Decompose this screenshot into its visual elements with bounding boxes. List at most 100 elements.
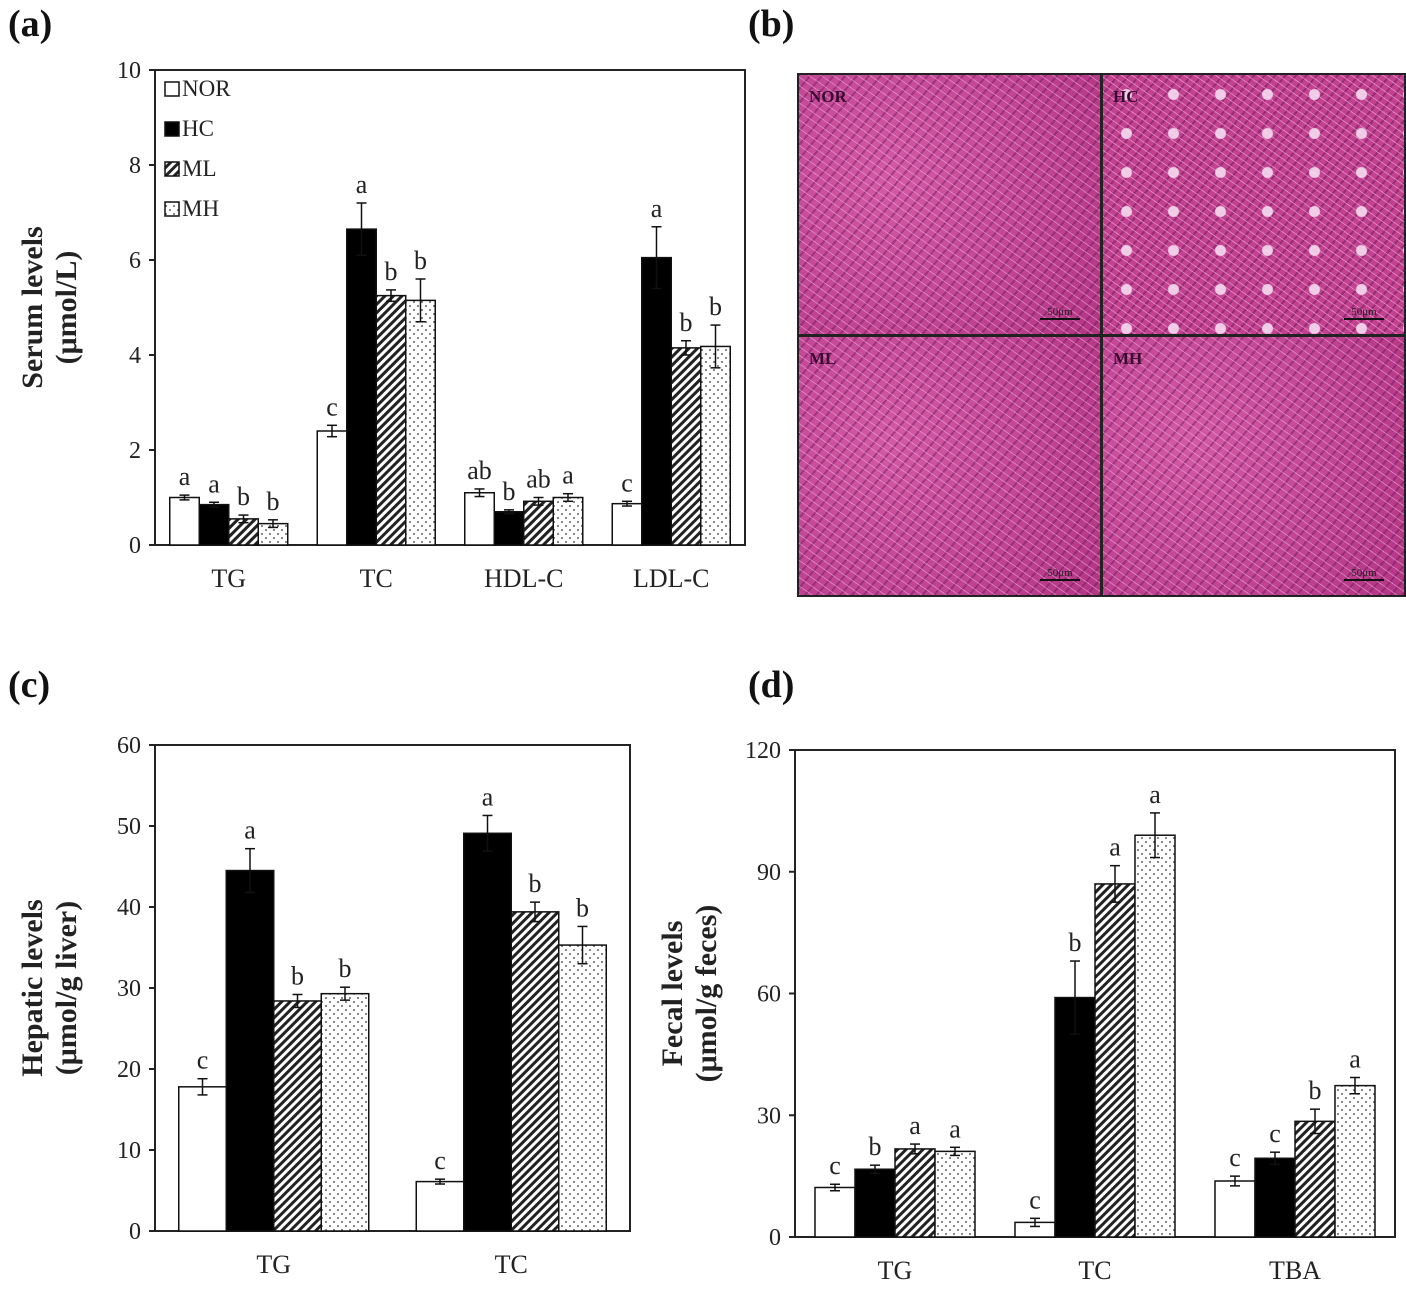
significance-letter: b (503, 477, 516, 506)
y-tick-label: 0 (769, 1225, 781, 1251)
y-tick-label: 4 (129, 343, 141, 369)
plot-frame (154, 69, 746, 546)
bar-ml (1294, 1120, 1336, 1238)
x-tick-label: TC (1078, 1256, 1111, 1285)
bar-ml (375, 294, 407, 546)
y-tick-label: 90 (757, 860, 781, 886)
significance-letter: a (562, 461, 574, 490)
legend-swatch (164, 81, 180, 97)
panel-label-b: (b) (748, 3, 795, 45)
x-tick-label: TC (360, 564, 393, 593)
significance-letter: c (326, 392, 338, 421)
significance-letter: b (1069, 928, 1082, 957)
bar-hc (198, 503, 230, 546)
panel-label-c: (c) (8, 664, 51, 706)
y-tick-label: 0 (129, 1219, 141, 1245)
y-tick-label: 50 (117, 814, 141, 840)
bar-hc (493, 511, 525, 546)
y-axis-label: Hepatic levels(μmol/g liver) (16, 899, 83, 1076)
bar-mh (558, 944, 607, 1232)
significance-letter: b (709, 292, 722, 321)
histology-tile-mh: MH 50μm (1103, 336, 1404, 595)
y-axis-label-line: Hepatic levels (16, 899, 49, 1076)
scale-bar: 50μm (1040, 567, 1080, 581)
histology-tile-ml: ML 50μm (799, 336, 1100, 595)
significance-letter: b (680, 308, 693, 337)
significance-letter: a (949, 1114, 961, 1143)
x-tick-label: TG (211, 564, 246, 593)
y-tick-label: 20 (117, 1057, 141, 1083)
bar-mh (1134, 834, 1176, 1238)
legend-label: MH (182, 196, 219, 221)
y-tick-label: 60 (757, 982, 781, 1008)
bar-ml (670, 347, 702, 546)
y-tick-label: 60 (117, 733, 141, 759)
y-tick-label: 30 (117, 976, 141, 1002)
significance-letter: a (208, 469, 220, 498)
bar-nor (169, 496, 200, 546)
scale-bar: 50μm (1040, 306, 1080, 320)
significance-letter: b (1309, 1076, 1322, 1105)
scale-bar: 50μm (1344, 567, 1384, 581)
bar-hc (854, 1168, 896, 1238)
y-tick-label: 10 (117, 58, 141, 84)
significance-letter: a (179, 462, 191, 491)
legend-label: HC (182, 116, 214, 141)
panel-label-a: (a) (8, 3, 53, 45)
bar-hc (346, 228, 377, 546)
bar-nor (316, 430, 348, 546)
significance-letter: a (1349, 1045, 1361, 1074)
significance-letter: a (1149, 780, 1161, 809)
x-tick-label: LDL-C (633, 564, 710, 593)
x-tick-label: TC (495, 1250, 528, 1279)
significance-letter: b (529, 869, 542, 898)
legend-swatch (164, 161, 180, 177)
x-tick-label: TG (256, 1250, 291, 1279)
significance-letter: ab (526, 465, 551, 494)
x-tick-label: HDL-C (484, 564, 563, 593)
significance-letter: b (385, 257, 398, 286)
y-tick-label: 6 (129, 248, 141, 274)
bar-nor (415, 1180, 465, 1232)
bar-mh (1334, 1084, 1376, 1238)
significance-letter: c (1029, 1185, 1041, 1214)
significance-letter: a (244, 816, 256, 845)
tile-label: ML (809, 348, 837, 368)
y-tick-label: 10 (117, 1138, 141, 1164)
y-axis-label: Fecal levels(μmol/g feces) (656, 905, 723, 1083)
significance-letter: b (237, 482, 250, 511)
bar-hc (1254, 1157, 1296, 1238)
bar-ml (1094, 883, 1136, 1238)
significance-letter: c (1229, 1143, 1241, 1172)
legend-swatch (164, 121, 180, 137)
significance-letter: b (414, 246, 427, 275)
bar-nor (814, 1186, 856, 1238)
bar-ml (894, 1148, 936, 1238)
significance-letter: c (829, 1151, 841, 1180)
significance-letter: a (482, 782, 494, 811)
bar-mh (934, 1150, 976, 1238)
bar-mh (552, 496, 584, 546)
y-axis-label-line: (μmol/L) (50, 251, 83, 365)
legend-swatch (164, 201, 180, 217)
significance-letter: a (1109, 833, 1121, 862)
significance-letter: b (291, 961, 304, 990)
significance-letter: a (356, 170, 368, 199)
panel-label-d: (d) (748, 664, 795, 706)
y-tick-label: 120 (745, 738, 781, 764)
significance-letter: b (869, 1132, 882, 1161)
y-tick-label: 2 (129, 438, 141, 464)
y-axis-label-line: Serum levels (16, 226, 49, 388)
histology-tile-nor: NOR 50μm (799, 75, 1100, 334)
bar-ml (273, 1000, 322, 1232)
bar-nor (1214, 1180, 1256, 1238)
bar-mh (320, 992, 370, 1232)
tile-label: MH (1113, 348, 1143, 368)
significance-letter: c (197, 1046, 209, 1075)
tile-label: HC (1113, 87, 1139, 106)
bar-hc (225, 869, 275, 1232)
bar-nor (611, 502, 643, 546)
bar-mh (405, 299, 436, 546)
histology-tile-hc: HC 50μm (1103, 75, 1404, 334)
